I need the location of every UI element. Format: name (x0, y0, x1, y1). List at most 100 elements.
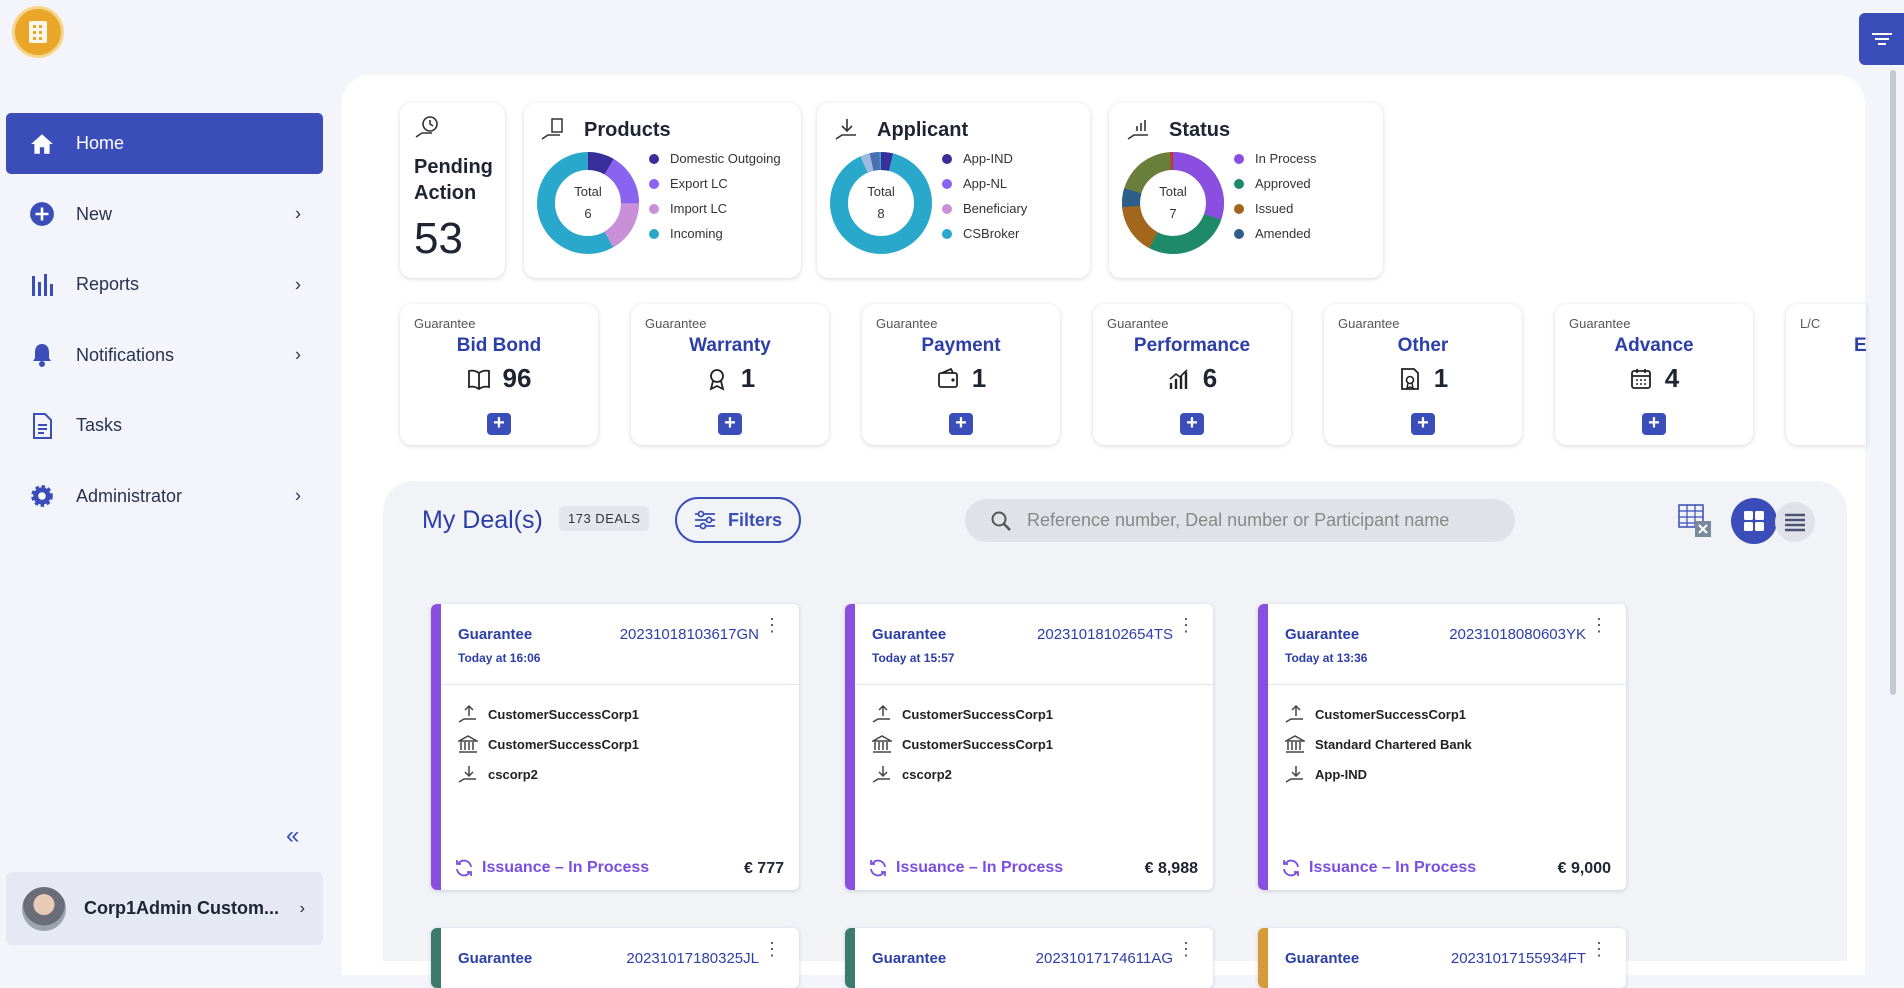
product-category: Guarantee (645, 316, 707, 331)
product-tile-warranty[interactable]: Guarantee Warranty 1 + (631, 304, 829, 445)
more-options-icon[interactable]: ⋮ (763, 939, 781, 959)
status-summary-card[interactable]: Status Total 7 In Process Approved Issued… (1109, 103, 1383, 278)
sync-icon (456, 859, 472, 877)
product-tile-advance[interactable]: Guarantee Advance 4 + (1555, 304, 1753, 445)
filter-menu-button[interactable] (1859, 13, 1904, 65)
add-warranty-button[interactable]: + (718, 413, 742, 435)
upload-hand-icon (872, 704, 890, 723)
legend-item[interactable]: Incoming (649, 226, 789, 242)
product-category: Guarantee (414, 316, 476, 331)
deal-type: Guarantee (872, 626, 947, 643)
more-options-icon[interactable]: ⋮ (1590, 939, 1608, 959)
legend-item[interactable]: Issued (1234, 201, 1374, 217)
donut-segment-domestic-outgoing (537, 152, 639, 254)
product-tile-lc[interactable]: L/C E (1786, 304, 1866, 445)
add-advance-button[interactable]: + (1642, 413, 1666, 435)
product-count: 1 (971, 363, 987, 393)
deal-status-bar (431, 928, 441, 988)
export-excel-button[interactable] (1678, 503, 1714, 539)
deal-amount: € 777 (743, 860, 784, 877)
filters-label: Filters (727, 509, 783, 530)
deal-bank: Standard Chartered Bank (1315, 736, 1472, 752)
download-hand-icon (872, 766, 890, 783)
applicant-donut-chart: Total 8 (829, 151, 933, 255)
donut-segment-amended (1122, 152, 1224, 254)
product-tile-other[interactable]: Guarantee Other 1 + (1324, 304, 1522, 445)
home-icon (28, 130, 56, 158)
legend-item[interactable]: CSBroker (942, 226, 1082, 242)
chevron-right-icon: › (299, 899, 305, 917)
product-name: Payment (921, 335, 1001, 356)
legend-item[interactable]: Domestic Outgoing (649, 151, 789, 167)
legend-item[interactable]: Amended (1234, 226, 1374, 242)
sidebar-item-home[interactable]: Home (6, 113, 323, 174)
deal-type: Guarantee (1285, 950, 1360, 967)
sidebar-item-new[interactable]: New › (6, 184, 323, 245)
deal-card[interactable]: Guarantee 20231017155934FT ⋮ (1258, 928, 1626, 988)
sidebar-item-reports[interactable]: Reports › (6, 254, 323, 315)
deal-amount: € 8,988 (1144, 860, 1198, 877)
download-hand-icon (1285, 766, 1303, 783)
deal-bank: CustomerSuccessCorp1 (902, 736, 1053, 752)
product-count: 4 (1664, 363, 1680, 393)
sidebar-item-label: Reports (76, 274, 140, 294)
legend-item[interactable]: Beneficiary (942, 201, 1082, 217)
pending-action-card[interactable]: Pending Action 53 (400, 103, 505, 278)
product-count: 6 (1202, 363, 1218, 393)
product-tile-bid-bond[interactable]: Guarantee Bid Bond 96 + (400, 304, 598, 445)
add-performance-button[interactable]: + (1180, 413, 1204, 435)
deal-card[interactable]: Guarantee 20231017180325JL ⋮ (431, 928, 799, 988)
bank-icon (872, 735, 892, 753)
legend-item[interactable]: Export LC (649, 176, 789, 192)
deal-card[interactable]: Guarantee 20231017174611AG ⋮ (845, 928, 1213, 988)
grid-view-button[interactable] (1731, 498, 1777, 544)
deal-card[interactable]: Guarantee 20231018080603YK ⋮ Today at 13… (1258, 604, 1626, 890)
product-category: Guarantee (1107, 316, 1169, 331)
book-icon (467, 369, 490, 390)
deal-card[interactable]: Guarantee 20231018102654TS ⋮ Today at 15… (845, 604, 1213, 890)
search-icon (991, 511, 1011, 531)
scrollbar[interactable] (1890, 70, 1896, 695)
legend-item[interactable]: App-NL (942, 176, 1082, 192)
deal-time: Today at 15:57 (872, 651, 955, 665)
chevron-right-icon: › (295, 274, 301, 294)
sidebar-item-notifications[interactable]: Notifications › (6, 325, 323, 386)
legend-item[interactable]: In Process (1234, 151, 1374, 167)
sidebar-item-tasks[interactable]: Tasks (6, 395, 323, 456)
more-options-icon[interactable]: ⋮ (1177, 615, 1195, 635)
deal-reference: 20231018080603YK (1449, 626, 1586, 643)
deal-type: Guarantee (872, 950, 947, 967)
deal-beneficiary: cscorp2 (488, 766, 538, 782)
add-bid-bond-button[interactable]: + (487, 413, 511, 435)
deal-reference: 20231018103617GN (619, 626, 759, 643)
user-menu[interactable]: Corp1Admin Custom... › (6, 872, 323, 945)
products-summary-card[interactable]: Products Total 6 Domestic Outgoing Export… (524, 103, 801, 278)
more-options-icon[interactable]: ⋮ (763, 615, 781, 635)
bar-chart-icon (28, 271, 56, 299)
add-payment-button[interactable]: + (949, 413, 973, 435)
deal-card[interactable]: Guarantee 20231018103617GN ⋮ Today at 16… (431, 604, 799, 890)
product-tile-payment[interactable]: Guarantee Payment 1 + (862, 304, 1060, 445)
add-other-button[interactable]: + (1411, 413, 1435, 435)
more-options-icon[interactable]: ⋮ (1177, 939, 1195, 959)
status-donut-chart: Total 7 (1121, 151, 1225, 255)
bank-icon (458, 735, 478, 753)
legend-item[interactable]: App-IND (942, 151, 1082, 167)
bell-icon (28, 341, 56, 369)
legend-item[interactable]: Import LC (649, 201, 789, 217)
sidebar-item-administrator[interactable]: Administrator › (6, 466, 323, 527)
collapse-sidebar-button[interactable]: « (286, 822, 300, 849)
product-tile-performance[interactable]: Guarantee Performance 6 + (1093, 304, 1291, 445)
search-input[interactable] (1027, 510, 1487, 531)
deal-beneficiary: App-IND (1315, 766, 1367, 782)
more-options-icon[interactable]: ⋮ (1590, 615, 1608, 635)
plus-circle-icon (28, 200, 56, 228)
legend-item[interactable]: Approved (1234, 176, 1374, 192)
filters-button[interactable]: Filters (675, 497, 801, 543)
deal-status-bar (431, 604, 441, 890)
applicant-summary-card[interactable]: Applicant Total 8 App-IND App-NL Benefici… (817, 103, 1090, 278)
products-title: Products (584, 118, 671, 141)
list-view-button[interactable] (1775, 502, 1815, 542)
deal-status: Issuance – In Process (1309, 859, 1477, 876)
product-name: Other (1397, 335, 1449, 356)
